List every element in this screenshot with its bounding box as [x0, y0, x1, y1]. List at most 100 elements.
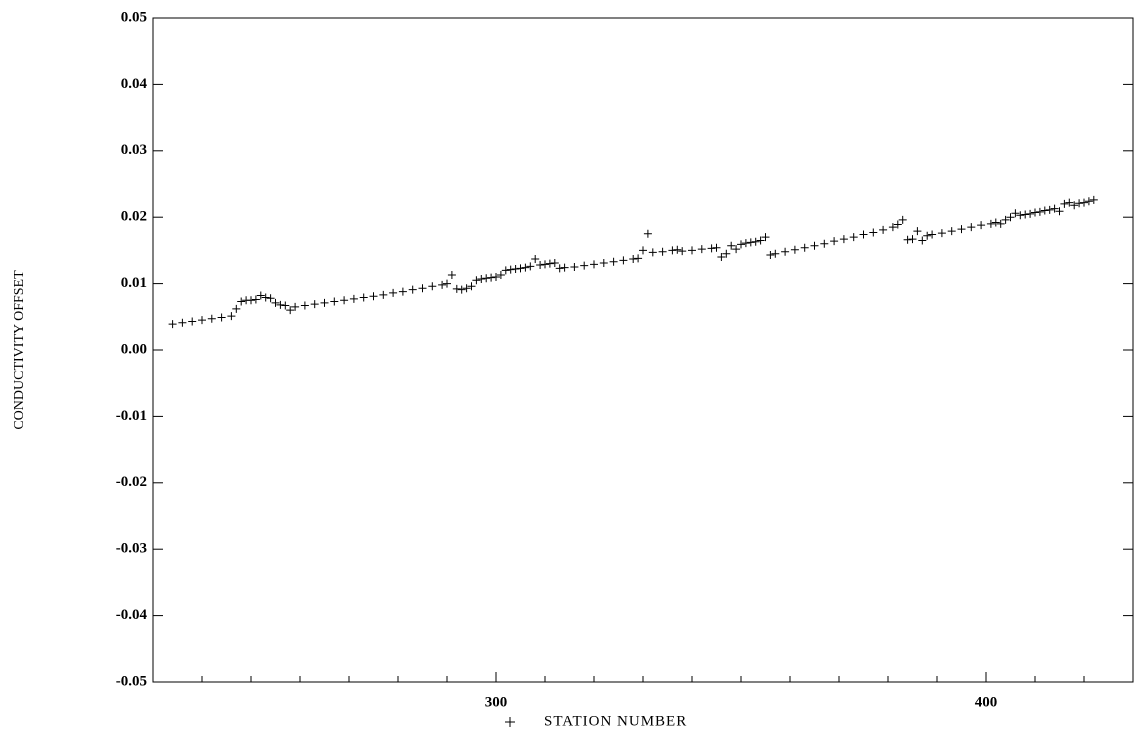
y-tick-label: 0.04 — [121, 76, 148, 92]
data-point — [820, 239, 829, 248]
data-point — [648, 248, 657, 257]
plot-frame — [152, 17, 1134, 683]
data-point — [849, 233, 858, 242]
y-tick-label: 0.00 — [121, 341, 147, 357]
data-point — [697, 245, 706, 254]
data-point — [168, 320, 177, 329]
y-tick-label: -0.03 — [116, 541, 147, 557]
y-tick-label: -0.01 — [116, 408, 147, 424]
data-point — [511, 264, 520, 273]
data-point — [634, 254, 643, 263]
y-axis-label: CONDUCTIVITY OFFSET — [12, 270, 27, 430]
data-point — [541, 260, 549, 269]
data-point — [1016, 211, 1025, 220]
data-point — [251, 295, 260, 304]
data-point — [555, 264, 564, 273]
data-point — [688, 246, 696, 255]
data-point — [492, 272, 500, 281]
data-point — [918, 236, 927, 245]
data-point — [908, 235, 917, 244]
data-point — [1065, 198, 1074, 207]
data-point — [913, 227, 922, 236]
data-point — [658, 247, 667, 256]
data-point — [967, 223, 976, 232]
data-point — [178, 318, 187, 327]
data-point — [1060, 199, 1069, 208]
data-point — [452, 284, 461, 293]
data-point — [1075, 199, 1084, 208]
data-point — [428, 282, 437, 291]
data-point — [1070, 201, 1079, 210]
data-point — [560, 263, 569, 272]
data-point — [467, 282, 476, 291]
data-point — [746, 238, 755, 247]
data-point — [188, 317, 197, 326]
data-point — [751, 237, 760, 246]
data-point — [447, 270, 456, 279]
data-point — [756, 236, 765, 245]
data-point — [957, 225, 966, 234]
data-point — [741, 239, 750, 248]
data-point — [839, 235, 848, 244]
data-point — [1026, 209, 1035, 218]
data-point — [771, 249, 780, 258]
data-point — [722, 249, 731, 258]
data-point — [291, 302, 300, 311]
data-point — [198, 316, 206, 325]
data-point — [545, 259, 554, 268]
data-point — [438, 280, 447, 289]
data-point — [443, 279, 451, 288]
data-point — [810, 241, 819, 250]
data-point — [732, 245, 741, 254]
data-point — [830, 237, 839, 246]
data-point — [1006, 213, 1015, 222]
data-point — [643, 229, 652, 238]
data-point — [207, 314, 216, 323]
data-point — [482, 274, 491, 283]
data-point — [1035, 207, 1044, 216]
data-point — [457, 285, 466, 294]
data-point — [737, 240, 745, 249]
data-point — [261, 293, 270, 302]
data-point — [320, 298, 329, 307]
data-point — [408, 285, 417, 294]
data-point — [379, 290, 388, 299]
data-point — [1031, 208, 1039, 217]
x-tick-label: 400 — [975, 694, 998, 710]
data-point — [276, 300, 285, 309]
data-point — [727, 241, 736, 250]
y-tick-label: -0.02 — [116, 474, 147, 490]
data-point — [286, 306, 295, 315]
data-point — [521, 263, 530, 272]
data-point — [678, 247, 687, 256]
data-point — [1055, 207, 1064, 216]
data-point — [501, 266, 510, 275]
data-point — [639, 246, 647, 255]
data-point — [349, 294, 358, 303]
data-point — [766, 251, 775, 260]
data-point — [590, 260, 598, 269]
data-point — [888, 223, 897, 232]
data-point — [310, 300, 319, 309]
data-point — [526, 262, 535, 271]
data-point — [937, 229, 946, 238]
data-point — [717, 253, 726, 262]
data-point — [1001, 215, 1010, 224]
data-point — [996, 219, 1005, 228]
data-point — [550, 259, 559, 268]
data-point — [800, 243, 809, 252]
data-point — [359, 293, 368, 302]
data-point — [673, 245, 682, 254]
data-point — [898, 215, 907, 224]
data-point — [1080, 198, 1088, 207]
data-point — [389, 288, 398, 297]
data-point — [1084, 197, 1093, 206]
data-point — [879, 225, 888, 234]
data-point — [330, 297, 339, 306]
legend-marker — [505, 717, 515, 727]
data-point — [869, 228, 878, 237]
data-point — [893, 220, 902, 229]
data-point — [232, 304, 241, 313]
data-point — [487, 273, 496, 282]
data-point — [859, 230, 868, 239]
